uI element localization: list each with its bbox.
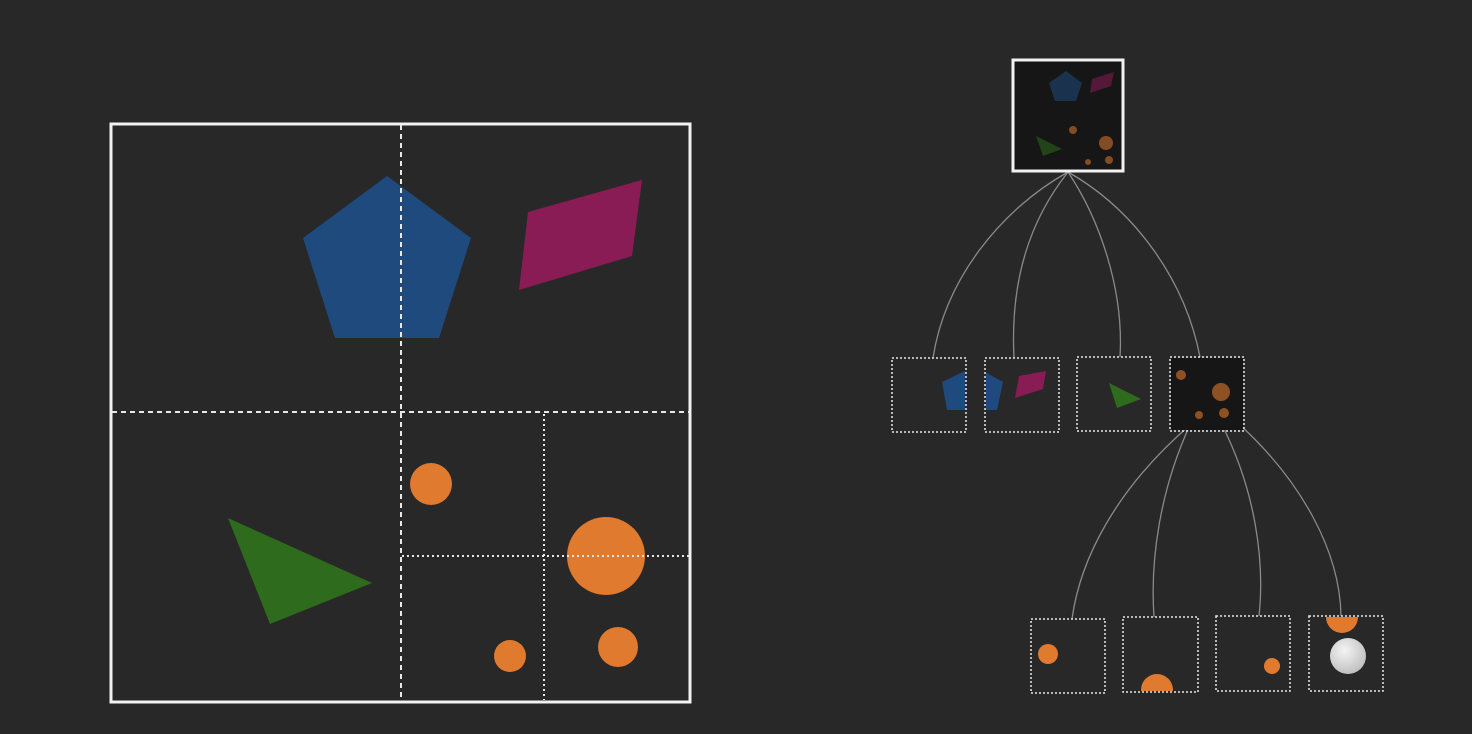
orange-circle — [1176, 370, 1186, 380]
blue-pentagon — [303, 176, 471, 338]
tree-view — [891, 58, 1384, 694]
tree-edge — [932, 171, 1069, 359]
tree-node-sw — [1076, 356, 1152, 432]
orange-circle — [1264, 658, 1280, 674]
node-border — [984, 357, 1060, 433]
tree-node-root — [1011, 58, 1125, 173]
tree-node-se-ne — [1122, 616, 1199, 693]
root-boundary — [109, 122, 692, 704]
blue-pentagon — [1049, 71, 1082, 101]
node-border — [1011, 58, 1125, 173]
orange-circle — [1212, 383, 1230, 401]
node-border — [1030, 618, 1106, 694]
magenta-rhombus — [1015, 371, 1046, 398]
node-border — [1215, 615, 1291, 692]
tree-node-se — [1169, 356, 1245, 432]
tree-edges — [932, 171, 1342, 620]
orange-circle — [1219, 408, 1229, 418]
tree-edge — [1239, 424, 1342, 617]
orange-circle — [598, 627, 638, 667]
orange-circle — [410, 463, 452, 505]
ghost-ball — [1330, 638, 1366, 674]
green-triangle — [1109, 383, 1141, 408]
blue-pentagon — [986, 372, 1003, 410]
node-border — [891, 357, 967, 433]
magenta-rhombus — [1090, 72, 1114, 93]
tree-node-ne — [984, 357, 1060, 433]
node-border — [1308, 615, 1384, 692]
orange-circle — [567, 517, 645, 595]
magenta-rhombus — [519, 180, 642, 290]
orange-circle — [1141, 674, 1173, 691]
orange-circle — [1326, 617, 1358, 633]
tree-edge — [1067, 171, 1201, 358]
orange-circle — [1038, 644, 1058, 664]
tree-node-se-se — [1308, 615, 1384, 692]
node-background — [1171, 358, 1243, 430]
tree-edge — [1012, 171, 1069, 359]
green-triangle — [1036, 136, 1062, 156]
orange-circle — [1105, 156, 1113, 164]
tree-edge — [1071, 424, 1191, 620]
tree-node-se-sw — [1215, 615, 1291, 692]
tree-edge — [1221, 424, 1262, 617]
blue-pentagon — [942, 371, 965, 410]
green-triangle — [228, 518, 372, 624]
tree-edge — [1152, 424, 1191, 618]
orange-circle — [1069, 126, 1077, 134]
tree-edge — [1067, 171, 1122, 358]
node-border — [1076, 356, 1152, 432]
orange-circle — [1099, 136, 1113, 150]
orange-circle — [1085, 159, 1091, 165]
orange-circle — [1195, 411, 1203, 419]
tree-node-nw — [891, 357, 967, 433]
tree-node-se-nw — [1030, 618, 1106, 694]
node-border — [1169, 356, 1245, 432]
spatial-view — [109, 122, 692, 704]
orange-circle — [494, 640, 526, 672]
node-border — [1122, 616, 1199, 693]
